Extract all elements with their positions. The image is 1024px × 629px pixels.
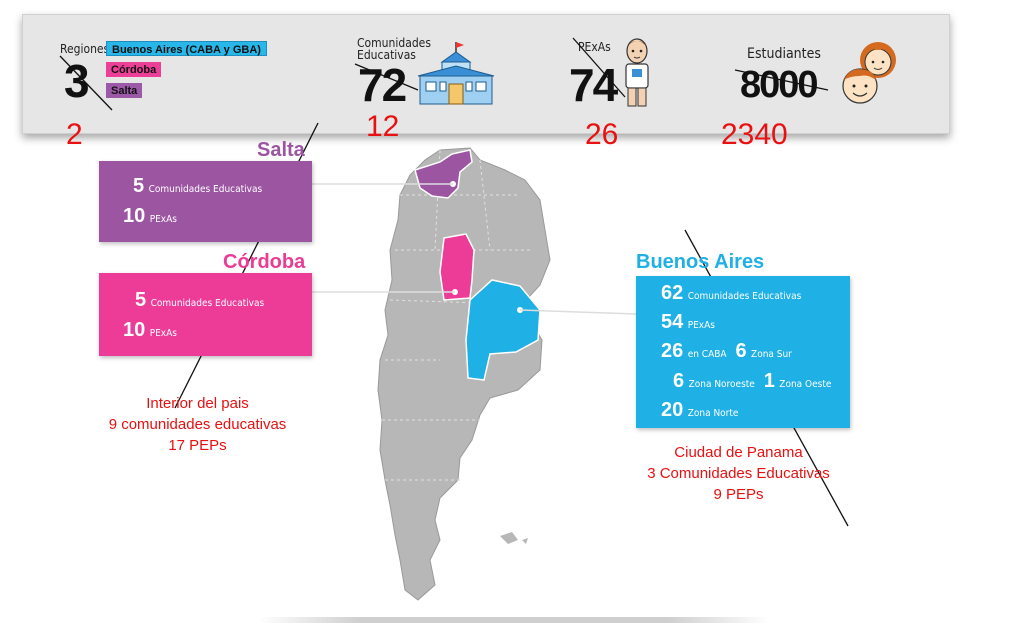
pexas-annotation: 26 [585,118,619,151]
students-icon [842,42,896,104]
salta-title: Salta [257,139,305,161]
estudiantes-annotation: 2340 [721,118,788,151]
argentina-map [377,147,551,601]
regiones-value: 3 [64,55,90,107]
cordoba-box: 5 Comunidades Educativas 10 PExAs [99,273,312,356]
buenos-aires-row: 20 Zona Norte [661,399,739,421]
buenos-aires-row: 26 en CABA 6 Zona Sur [661,340,792,362]
region-tag-cordoba: Córdoba [106,62,162,77]
bottom-shadow [258,617,770,623]
interior-note: Interior del pais 9 comunidades educativ… [108,395,287,454]
school-icon [417,42,495,105]
pexas-value: 74 [569,59,618,111]
cordoba-row: 10 PExAs [123,319,177,341]
cordoba-title: Córdoba [223,251,306,273]
buenos-aires-box: 62 Comunidades Educativas 54 PExAs 26 en… [636,276,850,428]
salta-box: 5 Comunidades Educativas 10 PExAs [99,161,312,242]
person-icon [625,38,649,107]
buenos-aires-row: 62 Comunidades Educativas [661,282,802,304]
buenos-aires-title: Buenos Aires [636,251,765,273]
panama-note: Ciudad de Panama 3 Comunidades Educativa… [647,444,830,503]
comunidades-value: 72 [358,59,407,111]
comunidades-annotation: 12 [366,110,400,143]
regiones-label: Regiones [60,42,110,56]
estudiantes-label: Estudiantes [747,46,821,62]
salta-row: 10 PExAs [123,205,177,227]
cordoba-row: 5 Comunidades Educativas [135,289,265,311]
region-tag-salta: Salta [106,83,143,98]
salta-row: 5 Comunidades Educativas [133,175,263,197]
regiones-annotation: 2 [66,118,83,151]
region-tag-buenos-aires: Buenos Aires (CABA y GBA) [106,41,267,56]
comunidades-label: Comunidades Educativas [357,36,431,62]
pexas-label: PExAs [578,40,611,54]
buenos-aires-row: 54 PExAs [661,311,715,333]
buenos-aires-row: 6 Zona Noroeste 1 Zona Oeste [673,370,832,392]
